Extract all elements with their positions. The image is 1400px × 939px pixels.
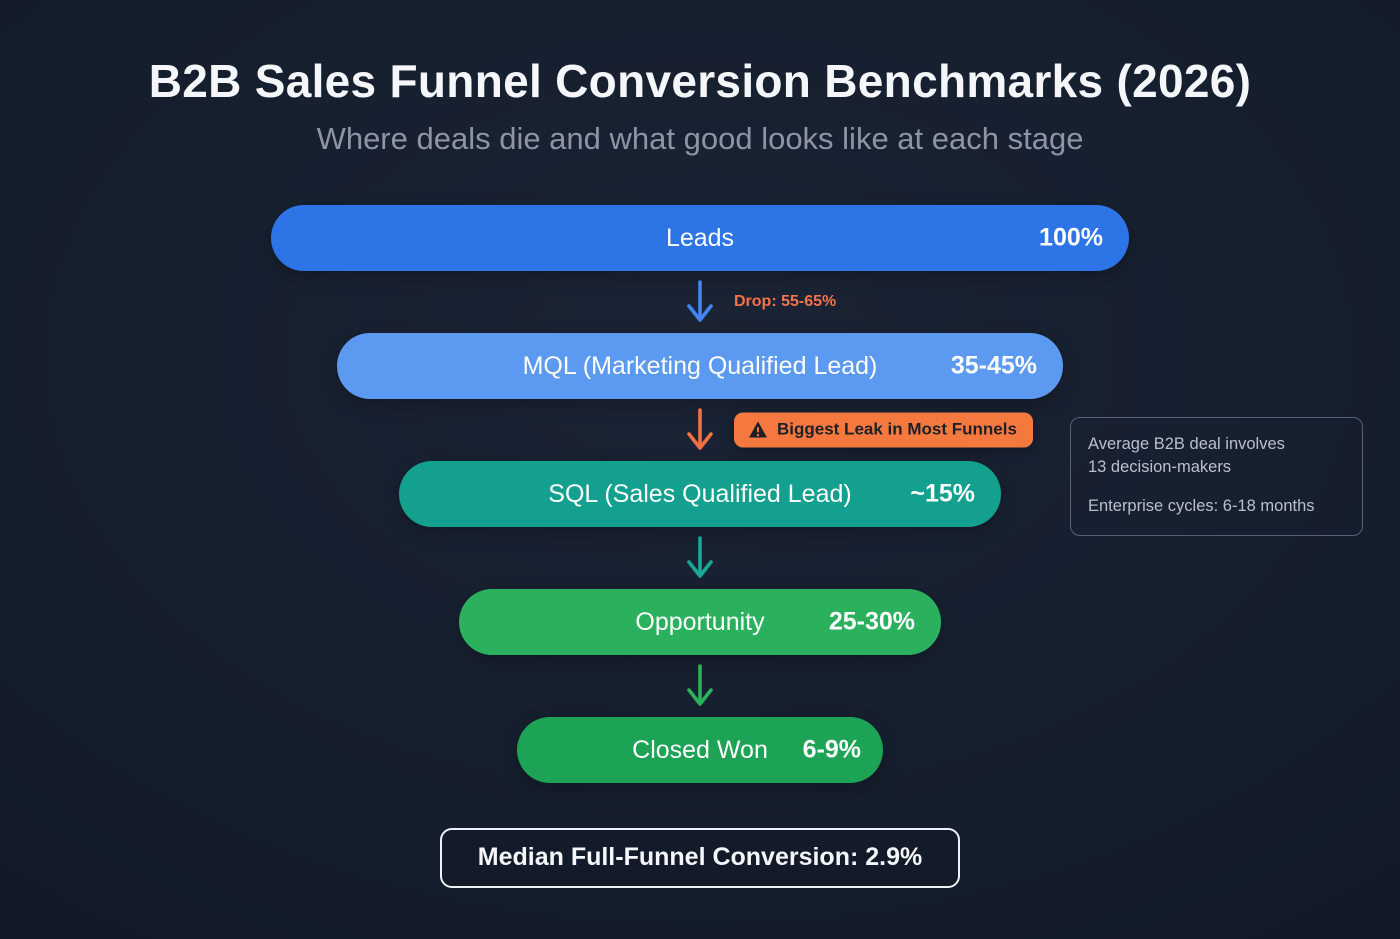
connector-mql-sql: Biggest Leak in Most Funnels <box>0 399 1400 461</box>
stage-value: 6-9% <box>802 735 861 764</box>
connector-sql-opportunity <box>0 527 1400 589</box>
side-note-line: Enterprise cycles: 6-18 months <box>1088 496 1315 515</box>
stage-label: Leads <box>665 223 735 252</box>
stage-label: Opportunity <box>635 607 765 636</box>
funnel-chart: Leads 100% Drop: 55-65% MQL (Marketing Q… <box>0 205 1400 783</box>
connector-opportunity-closedwon <box>0 655 1400 717</box>
funnel-stage-leads: Leads 100% <box>271 205 1129 271</box>
warning-icon <box>749 421 767 438</box>
funnel-stage-mql: MQL (Marketing Qualified Lead) 35-45% <box>337 333 1063 399</box>
down-arrow-icon <box>687 408 713 450</box>
stage-label: SQL (Sales Qualified Lead) <box>548 479 852 508</box>
funnel-stage-closed-won: Closed Won 6-9% <box>517 717 883 783</box>
side-note-box: Average B2B deal involves 13 decision-ma… <box>1070 417 1363 537</box>
stage-value: 35-45% <box>950 351 1037 380</box>
footer-summary-box: Median Full-Funnel Conversion: 2.9% <box>439 828 961 888</box>
side-note-line: Average B2B deal involves <box>1088 435 1285 453</box>
stage-label: MQL (Marketing Qualified Lead) <box>522 351 878 380</box>
down-arrow-icon <box>687 536 713 578</box>
side-note-line: 13 decision-makers <box>1088 458 1232 477</box>
stage-value: 100% <box>1039 223 1103 252</box>
down-arrow-icon <box>687 280 713 322</box>
header: B2B Sales Funnel Conversion Benchmarks (… <box>0 0 1400 157</box>
leak-badge-label: Biggest Leak in Most Funnels <box>777 419 1017 439</box>
page-title: B2B Sales Funnel Conversion Benchmarks (… <box>148 55 1252 107</box>
funnel-stage-sql: SQL (Sales Qualified Lead) ~15% <box>399 461 1001 527</box>
leak-badge: Biggest Leak in Most Funnels <box>734 412 1033 448</box>
connector-leads-mql: Drop: 55-65% <box>0 271 1400 333</box>
footer: Median Full-Funnel Conversion: 2.9% <box>0 828 1400 888</box>
footer-summary-label: Median Full-Funnel Conversion: 2.9% <box>477 843 923 871</box>
stage-value: ~15% <box>910 479 975 508</box>
stage-value: 25-30% <box>828 607 915 636</box>
drop-note: Drop: 55-65% <box>734 293 837 310</box>
stage-label: Closed Won <box>632 735 768 764</box>
page-subtitle: Where deals die and what good looks like… <box>316 121 1084 156</box>
down-arrow-icon <box>687 664 713 706</box>
funnel-stage-opportunity: Opportunity 25-30% <box>459 589 941 655</box>
